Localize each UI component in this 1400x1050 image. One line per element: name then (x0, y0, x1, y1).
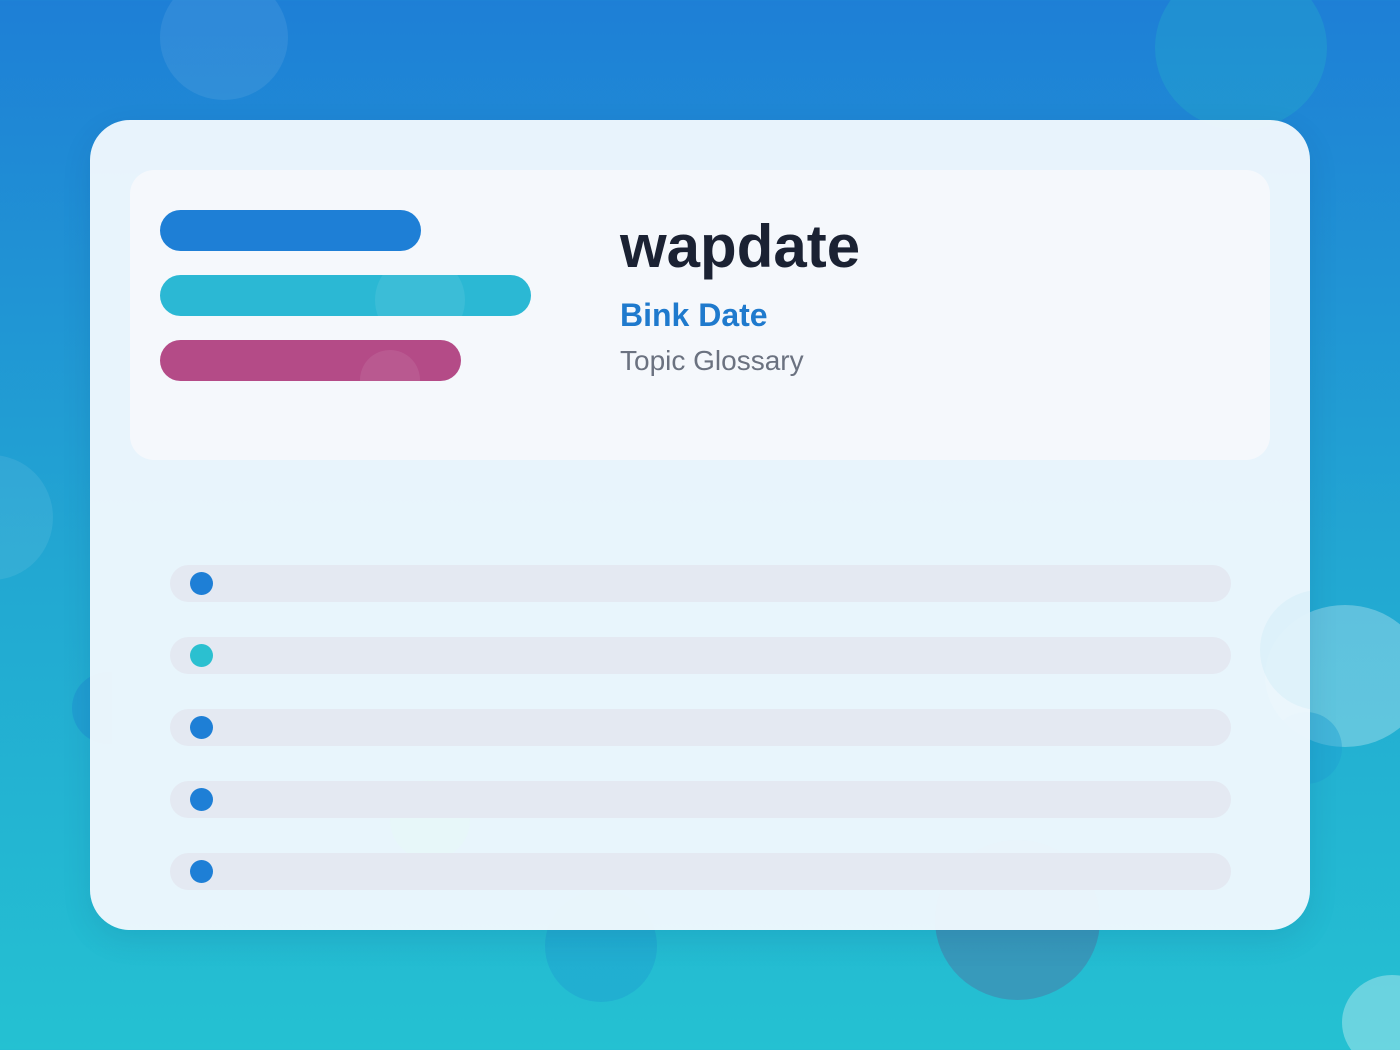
bullet-dot-icon (190, 716, 213, 739)
bullet-dot-icon (190, 572, 213, 595)
main-card: wapdate Bink Date Topic Glossary (90, 120, 1310, 930)
header-panel: wapdate Bink Date Topic Glossary (130, 170, 1270, 460)
glossary-row[interactable] (170, 637, 1231, 674)
logo-bar-blue (160, 210, 421, 251)
title-block: wapdate Bink Date Topic Glossary (620, 212, 860, 378)
logo-bar-cyan (160, 255, 531, 345)
background-bubble (1155, 0, 1327, 130)
glossary-row[interactable] (170, 781, 1231, 818)
glossary-row[interactable] (170, 709, 1231, 746)
bullet-dot-icon (190, 860, 213, 883)
bullet-dot-icon (190, 644, 213, 667)
glossary-row[interactable] (170, 853, 1231, 890)
glossary-list (170, 565, 1231, 925)
app-tagline: Topic Glossary (620, 345, 804, 376)
logo-bar-magenta (160, 340, 461, 410)
background-bubble (0, 455, 53, 580)
app-subtitle: Bink Date (620, 297, 768, 333)
glossary-row[interactable] (170, 565, 1231, 602)
app-title: wapdate (620, 213, 861, 280)
background-bubble (160, 0, 288, 100)
bullet-dot-icon (190, 788, 213, 811)
card-glow (1260, 590, 1310, 710)
background-bubble (1342, 975, 1400, 1050)
